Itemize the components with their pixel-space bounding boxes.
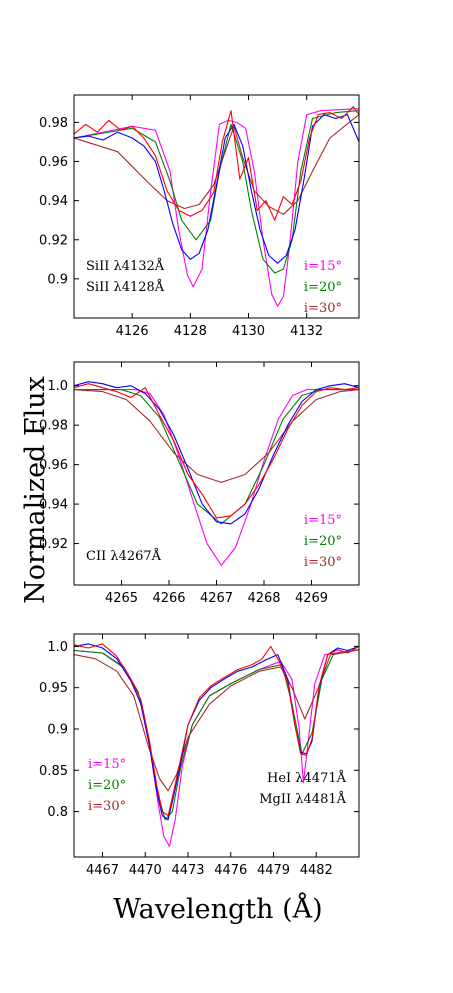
y-tick-label: 0.96 — [39, 155, 68, 170]
x-tick-label: 4268 — [247, 591, 280, 606]
model-line-i20 — [74, 649, 359, 821]
legend-entry-i20: i=20° — [304, 280, 342, 295]
model-line-i30 — [74, 114, 359, 215]
line-id-label: SiII λ4132Å — [86, 258, 165, 274]
x-tick-label: 4266 — [152, 591, 185, 606]
y-tick-label: 0.92 — [39, 537, 68, 552]
legend-entry-i15: i=15° — [304, 259, 342, 274]
observed-line-obs_blue — [74, 381, 359, 525]
observed-line-obs_red — [74, 643, 359, 817]
plot-frame — [73, 633, 360, 858]
x-tick-label: 4479 — [257, 863, 290, 878]
line-id-label: CII λ4267Å — [86, 548, 162, 564]
x-axis-title: Wavelength (Å) — [113, 892, 322, 925]
y-tick-label: 0.9 — [47, 272, 68, 287]
y-tick-label: 0.9 — [47, 722, 68, 737]
model-line-i30 — [74, 649, 359, 792]
y-tick-label: 0.96 — [39, 458, 68, 473]
plot-frame — [73, 94, 360, 319]
y-tick-label: 0.94 — [39, 194, 68, 209]
x-tick-label: 4467 — [86, 863, 119, 878]
y-tick-label: 0.98 — [39, 116, 68, 131]
line-id-label: SiII λ4128Å — [86, 279, 165, 295]
y-tick-label: 0.94 — [39, 498, 68, 513]
y-tick-label: 0.8 — [47, 805, 68, 820]
y-tick-label: 1.0 — [47, 640, 68, 655]
legend-entry-i15: i=15° — [88, 757, 126, 772]
x-tick-label: 4482 — [300, 863, 333, 878]
legend-entry-i30: i=30° — [304, 301, 342, 316]
model-line-i15 — [74, 649, 359, 847]
x-tick-label: 4269 — [295, 591, 328, 606]
model-line-i20 — [74, 389, 359, 525]
observed-line-obs_red — [74, 106, 359, 221]
y-axis-title: Normalized Flux — [20, 376, 51, 604]
panel-1: 4126 4128 4130 4132 0.9 0.92 0.94 0.96 0.98 SiII … — [39, 94, 360, 339]
y-tick-label: 0.98 — [39, 419, 68, 434]
x-tick-label: 4473 — [171, 863, 204, 878]
x-tick-label: 4267 — [200, 591, 233, 606]
x-tick-label: 4265 — [105, 591, 138, 606]
legend-entry-i30: i=30° — [304, 555, 342, 570]
x-tick-label: 4476 — [214, 863, 247, 878]
observed-line-obs_red — [74, 383, 359, 519]
x-tick-label: 4126 — [116, 324, 149, 339]
panel-3: 4467 4470 4473 4476 4479 4482 0.8 0.85 0.9 0.95 1.… — [39, 633, 360, 878]
x-tick-label: 4470 — [129, 863, 162, 878]
legend-entry-i20: i=20° — [304, 534, 342, 549]
model-line-i15 — [74, 108, 359, 307]
y-tick-label: 0.92 — [39, 233, 68, 248]
line-id-label: MgII λ4481Å — [259, 791, 346, 807]
y-tick-label: 1.0 — [47, 379, 68, 394]
y-tick-label: 0.85 — [39, 764, 68, 779]
model-line-i20 — [74, 110, 359, 274]
y-tick-label: 0.95 — [39, 681, 68, 696]
legend-entry-i15: i=15° — [304, 513, 342, 528]
observed-line-obs_blue — [74, 114, 359, 264]
panel-2: 4265 4266 4267 4268 4269 0.92 0.94 0.96 0.98 1.0 C… — [39, 361, 360, 606]
x-tick-label: 4128 — [174, 324, 207, 339]
x-tick-label: 4132 — [290, 324, 323, 339]
x-tick-label: 4130 — [232, 324, 265, 339]
legend-entry-i20: i=20° — [88, 778, 126, 793]
line-id-label: HeI λ4471Å — [267, 770, 347, 786]
legend-entry-i30: i=30° — [88, 799, 126, 814]
model-line-i30 — [74, 389, 359, 483]
model-line-i15 — [74, 389, 359, 566]
